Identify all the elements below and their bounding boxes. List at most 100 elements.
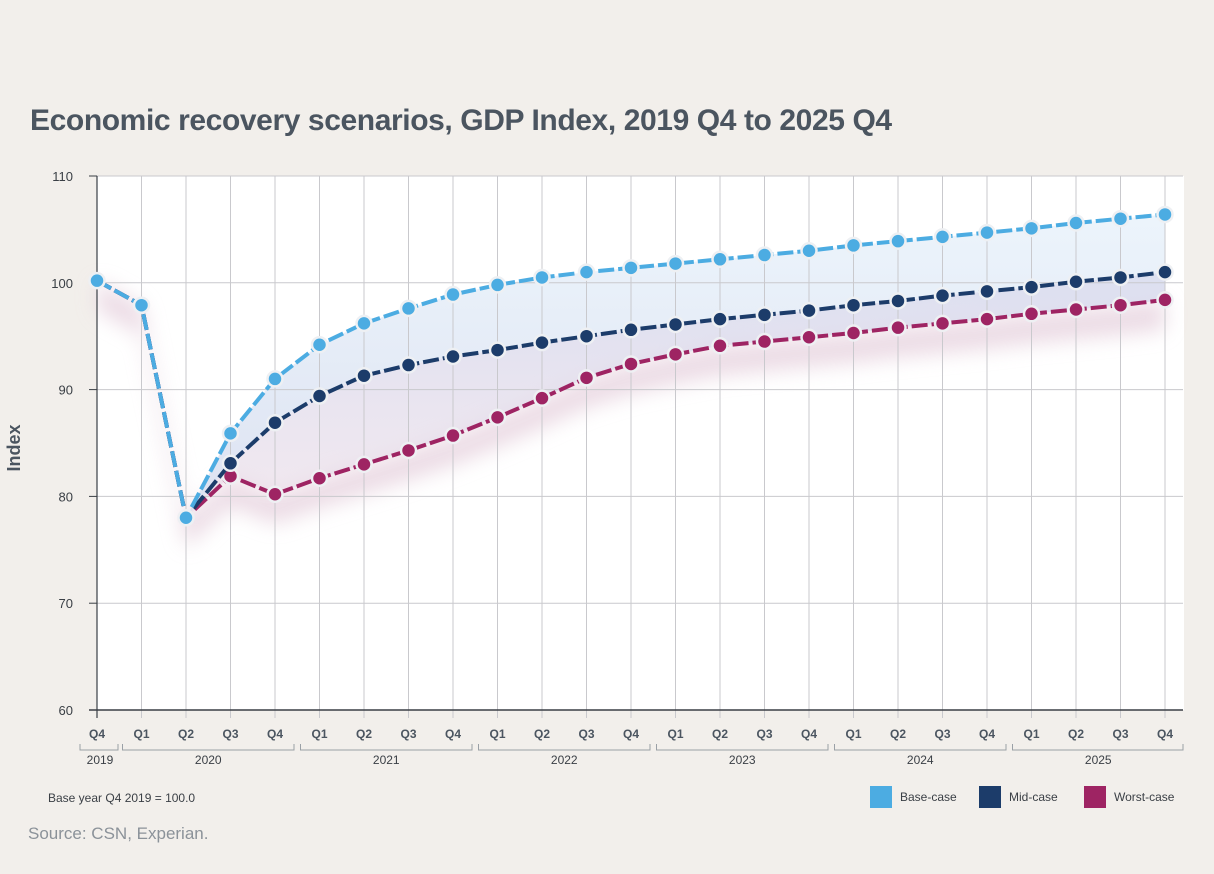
- year-bracket: [656, 744, 829, 751]
- data-point-mid-case: [844, 296, 863, 314]
- data-point-mid-case: [933, 286, 952, 305]
- data-point-worst-case: [577, 369, 596, 387]
- x-tick-label: Q1: [133, 727, 149, 741]
- data-point-mid-case: [1111, 268, 1130, 287]
- year-bracket: [1012, 744, 1184, 751]
- data-point-base-case: [399, 299, 418, 318]
- data-point-mid-case: [1156, 263, 1174, 281]
- data-point-mid-case: [800, 301, 818, 320]
- x-tick-label: Q1: [311, 727, 327, 741]
- axes: 60 70 80 90 100 110 Q4 Q1 Q2 Q3 Q4 Q1 Q2 Q3 Q4 Q1 Q2 Q3 Q4…: [51, 169, 1184, 767]
- year-bracket: [122, 744, 295, 751]
- y-tick-label: 100: [51, 276, 73, 291]
- data-point-base-case: [488, 276, 507, 294]
- data-point-worst-case: [844, 324, 863, 342]
- data-point-worst-case: [755, 332, 774, 351]
- data-point-worst-case: [1022, 305, 1041, 323]
- data-point-base-case: [1067, 214, 1085, 232]
- data-point-mid-case: [1067, 272, 1085, 291]
- x-tick-label: Q4: [1157, 727, 1173, 741]
- data-point-worst-case: [622, 355, 640, 373]
- chart-title: Economic recovery scenarios, GDP Index, …: [30, 104, 892, 137]
- legend-swatch-mid-case: [979, 786, 1001, 808]
- legend-label-worst-case: Worst-case: [1114, 790, 1175, 804]
- x-tick-label: Q1: [489, 727, 505, 741]
- y-axis-label-group: Index: [4, 424, 24, 471]
- data-point-mid-case: [577, 327, 596, 345]
- data-point-base-case: [622, 259, 640, 277]
- x-tick-label: Q2: [356, 727, 372, 741]
- data-point-worst-case: [488, 408, 507, 427]
- x-tick-label: Q2: [1068, 727, 1084, 741]
- data-point-worst-case: [889, 318, 907, 337]
- data-point-worst-case: [533, 389, 551, 407]
- x-tick-label: Q3: [934, 727, 950, 741]
- x-tick-label: Q3: [400, 727, 416, 741]
- year-label: 2022: [551, 753, 578, 767]
- data-point-worst-case: [266, 485, 284, 504]
- year-label: 2019: [87, 753, 114, 767]
- data-point-base-case: [444, 285, 462, 304]
- data-point-base-case: [1156, 205, 1174, 224]
- y-tick-label: 80: [59, 489, 73, 504]
- data-point-worst-case: [444, 426, 462, 445]
- data-point-worst-case: [310, 469, 329, 487]
- data-point-base-case: [533, 268, 551, 287]
- source-note: Source: CSN, Experian.: [28, 824, 209, 843]
- data-point-worst-case: [355, 455, 373, 474]
- data-point-worst-case: [711, 337, 729, 355]
- x-tick-label: Q3: [222, 727, 238, 741]
- x-tick-label: Q2: [890, 727, 906, 741]
- data-point-worst-case: [933, 314, 952, 333]
- year-label: 2025: [1085, 753, 1112, 767]
- data-point-base-case: [755, 246, 774, 264]
- series-lines: [88, 205, 1174, 527]
- series-worst-case: [96, 278, 1174, 520]
- data-point-worst-case: [666, 345, 685, 364]
- data-point-mid-case: [666, 315, 685, 334]
- data-point-worst-case: [1156, 291, 1174, 309]
- x-tick-label: Q4: [445, 727, 461, 741]
- x-tick-label: Q4: [89, 727, 105, 741]
- x-tick-label: Q2: [534, 727, 550, 741]
- data-point-mid-case: [355, 366, 373, 385]
- data-point-base-case: [1022, 219, 1041, 238]
- data-point-mid-case: [711, 310, 729, 328]
- year-label: 2020: [195, 753, 222, 767]
- x-tick-label: Q2: [712, 727, 728, 741]
- data-point-base-case: [577, 263, 596, 281]
- data-point-mid-case: [978, 282, 996, 301]
- y-tick-label: 70: [59, 596, 73, 611]
- x-tick-label: Q3: [756, 727, 772, 741]
- data-point-mid-case: [488, 341, 507, 359]
- year-bracket: [834, 744, 1007, 751]
- year-label: 2021: [373, 753, 400, 767]
- data-point-worst-case: [1067, 300, 1085, 319]
- series-base-case: [88, 205, 1174, 527]
- year-bracket: [300, 744, 473, 751]
- data-point-base-case: [132, 296, 151, 314]
- data-point-base-case: [355, 314, 373, 333]
- y-tick-label: 90: [59, 383, 73, 398]
- x-tick-label: Q4: [979, 727, 995, 741]
- series-mid-case: [96, 263, 1174, 520]
- legend-swatch-worst-case: [1084, 786, 1106, 808]
- data-point-base-case: [666, 254, 685, 273]
- data-point-mid-case: [444, 347, 462, 366]
- x-tick-label: Q4: [267, 727, 283, 741]
- data-point-worst-case: [978, 310, 996, 328]
- data-point-mid-case: [266, 413, 284, 432]
- x-tick-label: Q3: [578, 727, 594, 741]
- data-point-base-case: [221, 424, 240, 443]
- data-point-worst-case: [399, 441, 418, 460]
- legend-label-mid-case: Mid-case: [1009, 790, 1058, 804]
- x-tick-label: Q1: [845, 727, 861, 741]
- data-point-base-case: [711, 250, 729, 269]
- data-point-base-case: [177, 509, 195, 527]
- x-tick-label: Q1: [667, 727, 683, 741]
- data-point-base-case: [844, 236, 863, 255]
- legend-label-base-case: Base-case: [900, 790, 957, 804]
- legend-item-mid-case: Mid-case: [979, 786, 1058, 808]
- data-point-base-case: [1111, 209, 1130, 228]
